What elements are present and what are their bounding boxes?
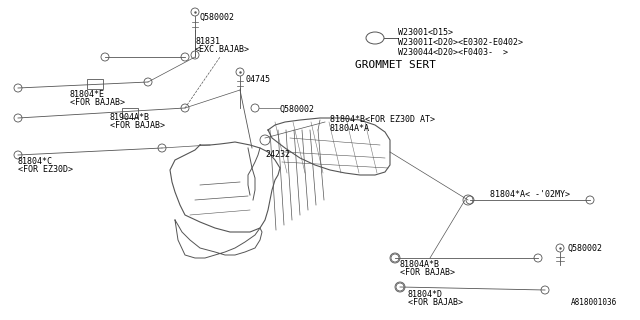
Text: <FOR EZ30D>: <FOR EZ30D> [18, 165, 73, 174]
Text: 81804*E: 81804*E [70, 90, 105, 99]
Text: W23001I<D20><E0302-E0402>: W23001I<D20><E0302-E0402> [398, 38, 523, 47]
Text: 81804*C: 81804*C [18, 157, 53, 166]
Text: 81804*A< -'02MY>: 81804*A< -'02MY> [490, 190, 570, 199]
Text: 81804A*A: 81804A*A [330, 124, 370, 133]
Text: Q580002: Q580002 [568, 244, 603, 253]
Text: 81804*D: 81804*D [408, 290, 443, 299]
Text: <FOR BAJAB>: <FOR BAJAB> [110, 121, 165, 130]
Text: <FOR BAJAB>: <FOR BAJAB> [70, 98, 125, 107]
Text: <FOR BAJAB>: <FOR BAJAB> [400, 268, 455, 277]
Bar [87, 79, 103, 89]
Text: Q580002: Q580002 [199, 13, 234, 22]
Text: 81904A*B: 81904A*B [110, 113, 150, 122]
Text: W230044<D20><F0403-  >: W230044<D20><F0403- > [398, 48, 508, 57]
Text: A818001036: A818001036 [571, 298, 617, 307]
Text: 81804A*B: 81804A*B [400, 260, 440, 269]
Text: GROMMET SERT: GROMMET SERT [355, 60, 436, 70]
Text: 81804*B<FOR EZ30D AT>: 81804*B<FOR EZ30D AT> [330, 115, 435, 124]
Text: 24232: 24232 [265, 150, 290, 159]
Text: Q580002: Q580002 [280, 105, 315, 114]
Text: 04745: 04745 [245, 75, 270, 84]
Text: W23001<D15>: W23001<D15> [398, 28, 453, 37]
Text: 81831: 81831 [195, 37, 220, 46]
Text: <EXC.BAJAB>: <EXC.BAJAB> [195, 45, 250, 54]
Bar [122, 108, 138, 118]
Text: <FOR BAJAB>: <FOR BAJAB> [408, 298, 463, 307]
